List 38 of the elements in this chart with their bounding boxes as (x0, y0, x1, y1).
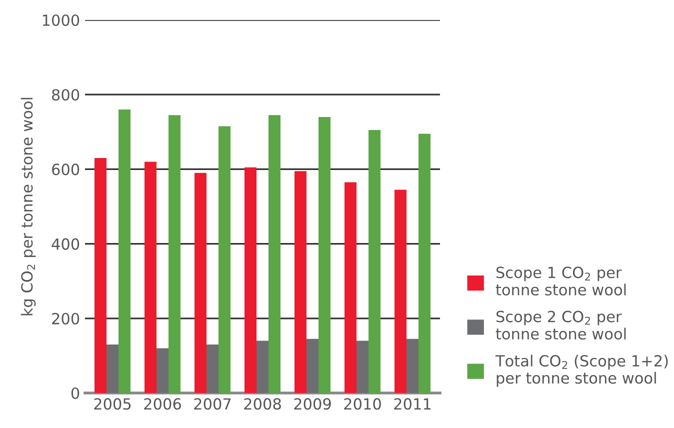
bar (368, 130, 380, 393)
x-tick-label: 2008 (244, 398, 281, 410)
bar (218, 126, 230, 393)
bar (168, 115, 180, 393)
legend-label: Total CO$_{2}$ (Scope 1+2) per tonne stone wool (495, 354, 668, 387)
bar (144, 162, 156, 393)
bar (106, 344, 118, 393)
bar (256, 340, 268, 393)
bar (294, 171, 306, 393)
bar (394, 190, 406, 393)
y-axis-title: kg CO$_{2}$ per tonne stone wool (20, 98, 36, 316)
bar (194, 172, 206, 393)
bar (118, 110, 130, 393)
y-tick-label: 600 (52, 164, 80, 176)
y-tick-label: 800 (52, 89, 80, 101)
bar (344, 182, 356, 393)
x-tick-label: 2005 (94, 398, 131, 410)
bar (356, 340, 368, 393)
y-tick-label: 0 (71, 387, 80, 400)
x-tick-label: 2009 (294, 398, 331, 410)
y-tick-label: 1000 (42, 14, 80, 26)
bar (94, 158, 106, 393)
x-tick-label: 2007 (194, 398, 231, 410)
bar (406, 338, 418, 393)
y-tick-label: 400 (52, 238, 80, 250)
x-tick-label: 2011 (394, 398, 431, 410)
bar (318, 116, 330, 393)
bar (306, 338, 318, 393)
bar (418, 134, 430, 393)
legend-label: Scope 2 CO$_{2}$ per tonne stone wool (496, 310, 626, 340)
bar (206, 344, 218, 393)
bar (244, 167, 256, 393)
legend-label: Scope 1 CO$_{2}$ per tonne stone wool (496, 266, 626, 296)
x-tick-label: 2010 (344, 398, 381, 410)
x-tick-label: 2006 (144, 398, 181, 410)
y-tick-label: 200 (52, 312, 80, 324)
bar (268, 115, 280, 393)
bar (156, 348, 168, 393)
